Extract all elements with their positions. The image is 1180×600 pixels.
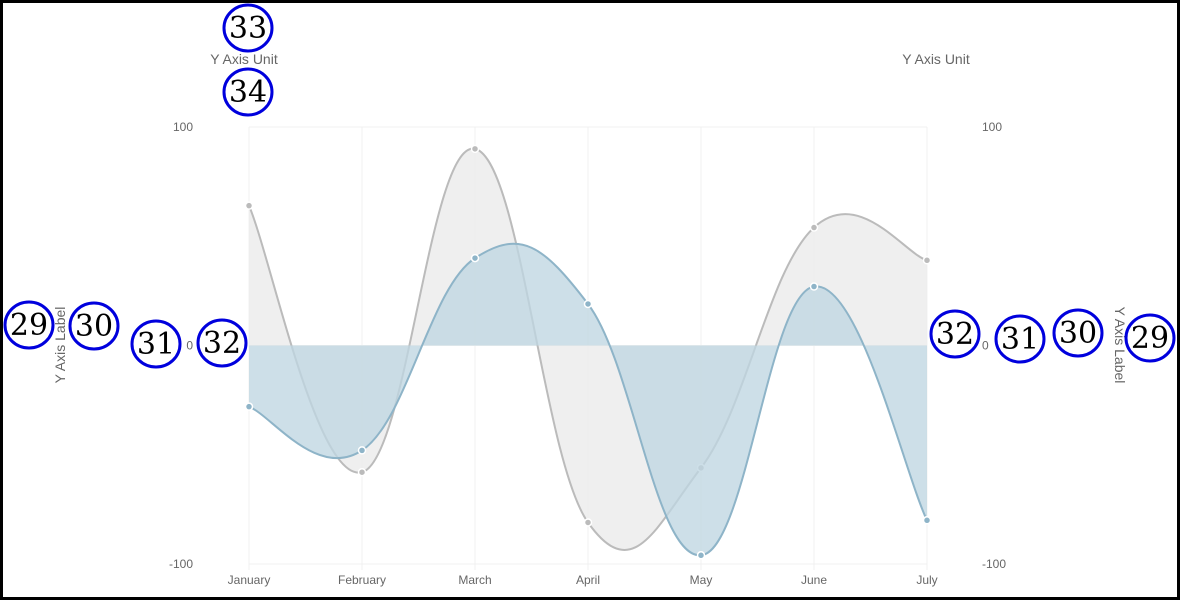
x-tick-label: July	[916, 573, 937, 587]
series-2-point	[809, 282, 819, 291]
right-y-tick-label: 100	[982, 120, 1002, 134]
tick-labels: 100 100 0 0 -100 -100 January February March Apri…	[169, 120, 1006, 587]
series-1-point	[922, 256, 932, 265]
marker-circle	[222, 3, 274, 53]
right-y-tick-label: -100	[982, 557, 1006, 571]
left-y-unit: Y Axis Unit	[210, 51, 278, 67]
marker-right-ticks: 31	[994, 314, 1046, 364]
series-2-point	[244, 402, 254, 411]
marker-number: 31	[1001, 322, 1039, 357]
series-2	[244, 242, 932, 560]
x-tick-label: February	[338, 573, 386, 587]
marker-circle	[196, 318, 248, 368]
x-tick-label: January	[228, 573, 271, 587]
right-y-tick-label: 0	[982, 339, 989, 353]
right-y-axis-title: Y Axis Label	[1112, 307, 1128, 384]
marker-circle	[1052, 308, 1104, 358]
marker-circle	[994, 314, 1046, 364]
marker-right-axis: 32	[929, 309, 981, 359]
marker-number: 34	[229, 75, 267, 110]
series-2-line	[248, 242, 928, 557]
series-1-area	[249, 148, 927, 550]
marker-circle	[3, 300, 55, 350]
marker-right-title: 29	[1124, 313, 1176, 363]
left-y-tick-label: 100	[173, 120, 193, 134]
series-2-point	[357, 446, 367, 455]
series-1-point	[357, 467, 367, 477]
marker-number: 33	[229, 11, 267, 46]
series-2-point	[922, 516, 932, 525]
x-tick-label: April	[576, 573, 600, 587]
marker-number: 30	[1059, 316, 1097, 351]
series-layer	[244, 144, 932, 560]
series-2-point	[696, 551, 706, 560]
marker-left-unit-bottom: 34	[222, 67, 274, 117]
series-2-point	[583, 299, 593, 309]
right-y-unit: Y Axis Unit	[902, 51, 970, 67]
left-y-axis-title: Y Axis Label	[52, 307, 68, 384]
series-1-point	[244, 201, 254, 210]
x-tick-label: May	[690, 573, 713, 587]
left-y-tick-label: -100	[169, 557, 193, 571]
marker-circle	[130, 319, 182, 369]
x-tick-label: June	[801, 573, 827, 587]
marker-left-title: 29	[3, 300, 55, 350]
marker-right-title-gap: 30	[1052, 308, 1104, 358]
marker-number: 29	[1131, 321, 1169, 356]
series-1-point	[470, 144, 480, 154]
marker-number: 32	[936, 317, 974, 352]
series-2-point	[470, 253, 480, 263]
left-y-tick-label: 0	[186, 339, 193, 353]
series-1-point	[583, 518, 593, 527]
marker-left-axis: 32	[196, 318, 248, 368]
marker-left-unit-top: 33	[222, 3, 274, 53]
marker-left-ticks: 31	[130, 319, 182, 369]
x-tick-label: March	[458, 573, 491, 587]
series-1-point	[809, 223, 819, 232]
marker-number: 29	[10, 308, 48, 343]
marker-circle	[929, 309, 981, 359]
annotation-markers: 29 30 31 32 33 34 32 31 30 29	[3, 3, 1176, 369]
marker-circle	[68, 301, 120, 351]
marker-left-title-gap: 30	[68, 301, 120, 351]
marker-circle	[222, 67, 274, 117]
marker-number: 30	[75, 309, 113, 344]
marker-number: 31	[137, 327, 175, 362]
marker-circle	[1124, 313, 1176, 363]
marker-number: 32	[203, 326, 241, 361]
